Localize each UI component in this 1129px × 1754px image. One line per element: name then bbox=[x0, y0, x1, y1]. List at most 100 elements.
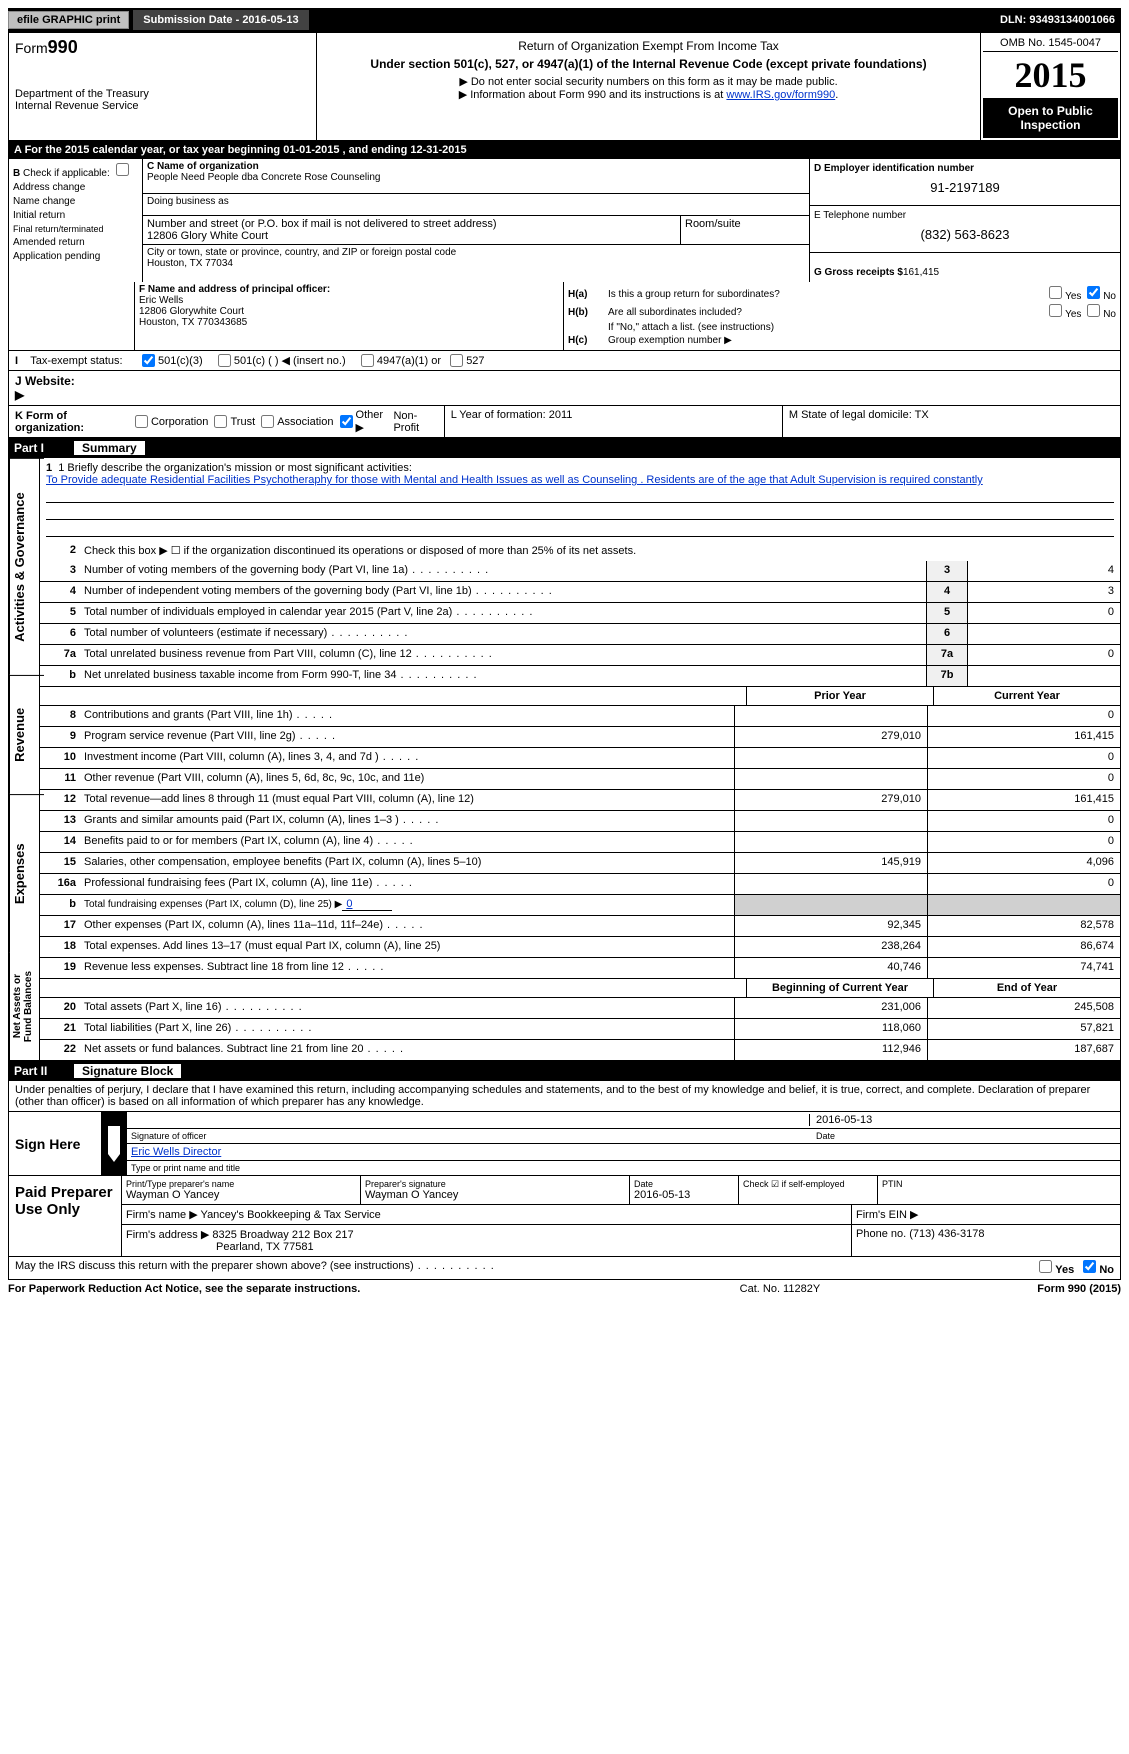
footer-center: Cat. No. 11282Y bbox=[523, 1283, 1038, 1295]
chk-initial: Initial return bbox=[13, 210, 138, 221]
header-right: OMB No. 1545-0047 2015 Open to Public In… bbox=[981, 33, 1120, 140]
row-3: 3 Number of voting members of the govern… bbox=[40, 561, 1120, 582]
hb-question: Are all subordinates included? bbox=[608, 307, 1046, 318]
omb-number: OMB No. 1545-0047 bbox=[983, 35, 1118, 52]
hb-no[interactable] bbox=[1087, 304, 1100, 317]
prep-name-cell: Print/Type preparer's nameWayman O Yance… bbox=[122, 1176, 361, 1204]
hb-yes[interactable] bbox=[1049, 304, 1062, 317]
n9: 9 bbox=[40, 727, 82, 747]
sig-officer-lab: Signature of officer bbox=[131, 1131, 816, 1141]
may-yesno: Yes No bbox=[1036, 1260, 1114, 1276]
paid-label: Paid Preparer Use Only bbox=[9, 1176, 122, 1256]
cy16b bbox=[927, 895, 1120, 915]
n13: 13 bbox=[40, 811, 82, 831]
info-note: ▶ Information about Form 990 and its ins… bbox=[323, 88, 974, 101]
line15: Salaries, other compensation, employee b… bbox=[82, 853, 734, 873]
line14: Benefits paid to or for members (Part IX… bbox=[82, 832, 734, 852]
officer-addr1: 12806 Glorywhite Court bbox=[139, 306, 559, 317]
i-4947[interactable] bbox=[361, 354, 374, 367]
b20: 231,006 bbox=[734, 998, 927, 1018]
dba-label: Doing business as bbox=[147, 196, 805, 207]
i-501c3[interactable] bbox=[142, 354, 155, 367]
ein-box: D Employer identification number 91-2197… bbox=[810, 159, 1120, 206]
k-assoc[interactable] bbox=[261, 415, 274, 428]
h-box: H(a) Is this a group return for subordin… bbox=[564, 282, 1120, 350]
chk-name: Name change bbox=[13, 196, 138, 207]
k-other[interactable] bbox=[340, 415, 353, 428]
efile-print-button[interactable]: efile GRAPHIC print bbox=[8, 11, 129, 29]
k-corp[interactable] bbox=[135, 415, 148, 428]
e21: 57,821 bbox=[927, 1019, 1120, 1039]
line19: Revenue less expenses. Subtract line 18 … bbox=[82, 958, 734, 978]
k-form-org: K Form of organization: Corporation Trus… bbox=[9, 406, 445, 437]
may-yes[interactable] bbox=[1039, 1260, 1052, 1273]
n19: 19 bbox=[40, 958, 82, 978]
n11: 11 bbox=[40, 769, 82, 789]
hb-note-row: If "No," attach a list. (see instruction… bbox=[568, 322, 1116, 333]
row-14: 14Benefits paid to or for members (Part … bbox=[40, 832, 1120, 853]
firm-phone-cell: Phone no. (713) 436-3178 bbox=[852, 1225, 1120, 1256]
col-b: B Check if applicable: Address change Na… bbox=[9, 159, 143, 282]
i-501c[interactable] bbox=[218, 354, 231, 367]
cy19: 74,741 bbox=[927, 958, 1120, 978]
i-501c3-lab: 501(c)(3) bbox=[158, 355, 203, 367]
i-label: I Tax-exempt status: bbox=[15, 355, 139, 367]
chk-initial-lab: Initial return bbox=[13, 210, 65, 221]
cy11: 0 bbox=[927, 769, 1120, 789]
gross-box: G Gross receipts $161,415 bbox=[810, 253, 1120, 282]
prep-name-lab: Print/Type preparer's name bbox=[126, 1179, 356, 1189]
k-trust[interactable] bbox=[214, 415, 227, 428]
form-label: Form990 bbox=[15, 40, 78, 56]
mline1 bbox=[46, 486, 1114, 503]
row-j: J Website: ▶ bbox=[8, 371, 1121, 406]
row-12: 12Total revenue—add lines 8 through 11 (… bbox=[40, 790, 1120, 811]
room-label: Room/suite bbox=[685, 218, 805, 230]
row-21: 21Total liabilities (Part X, line 26)118… bbox=[40, 1019, 1120, 1040]
officer-addr2: Houston, TX 770343685 bbox=[139, 317, 559, 328]
dept1: Department of the Treasury bbox=[15, 88, 310, 100]
py8 bbox=[734, 706, 927, 726]
e20: 245,508 bbox=[927, 998, 1120, 1018]
line20: Total assets (Part X, line 16) bbox=[82, 998, 734, 1018]
firm-addr-lab: Firm's address ▶ bbox=[126, 1229, 209, 1241]
signature-block: Under penalties of perjury, I declare th… bbox=[8, 1081, 1121, 1176]
n15: 15 bbox=[40, 853, 82, 873]
may-no[interactable] bbox=[1083, 1260, 1096, 1273]
b-check-applicable[interactable] bbox=[116, 163, 129, 176]
ha-yes[interactable] bbox=[1049, 286, 1062, 299]
chk-amended-lab: Amended return bbox=[13, 237, 85, 248]
n18: 18 bbox=[40, 937, 82, 957]
yes-label: Yes bbox=[1065, 291, 1081, 302]
l16b-value[interactable]: 0 bbox=[342, 898, 392, 911]
officer-name-title[interactable]: Eric Wells Director bbox=[131, 1146, 221, 1158]
line16b: Total fundraising expenses (Part IX, col… bbox=[82, 895, 734, 915]
bcy-h: Beginning of Current Year bbox=[746, 979, 933, 997]
i-527[interactable] bbox=[450, 354, 463, 367]
mission-text[interactable]: To Provide adequate Residential Faciliti… bbox=[46, 474, 1114, 486]
cy12: 161,415 bbox=[927, 790, 1120, 810]
street-label: Number and street (or P.O. box if mail i… bbox=[147, 218, 676, 230]
row-15: 15Salaries, other compensation, employee… bbox=[40, 853, 1120, 874]
py14 bbox=[734, 832, 927, 852]
part1-header: Part I Summary bbox=[8, 438, 1121, 458]
irs-link[interactable]: www.IRS.gov/form990 bbox=[726, 89, 835, 101]
city-label: City or town, state or province, country… bbox=[147, 247, 805, 258]
firm-name-cell: Firm's name ▶ Yancey's Bookkeeping & Tax… bbox=[122, 1205, 852, 1224]
chk-pending-lab: Application pending bbox=[13, 251, 100, 262]
row-7b: b Net unrelated business taxable income … bbox=[40, 666, 1120, 687]
ha-no[interactable] bbox=[1087, 286, 1100, 299]
note2-pre: ▶ Information about Form 990 and its ins… bbox=[459, 89, 727, 101]
may-discuss-row: May the IRS discuss this return with the… bbox=[8, 1257, 1121, 1280]
n17: 17 bbox=[40, 916, 82, 936]
f-label: F Name and address of principal officer: bbox=[139, 284, 330, 295]
check-self: Check ☑ if self-employed bbox=[739, 1176, 878, 1204]
dln: DLN: 93493134001066 bbox=[1000, 14, 1121, 26]
line3: Number of voting members of the governin… bbox=[82, 561, 926, 581]
c7an: 7a bbox=[926, 645, 967, 665]
year-formation: L Year of formation: 2011 bbox=[445, 406, 783, 437]
py18: 238,264 bbox=[734, 937, 927, 957]
line7b: Net unrelated business taxable income fr… bbox=[82, 666, 926, 686]
i-4947-lab: 4947(a)(1) or bbox=[377, 355, 441, 367]
cy9: 161,415 bbox=[927, 727, 1120, 747]
n3: 3 bbox=[40, 561, 82, 581]
